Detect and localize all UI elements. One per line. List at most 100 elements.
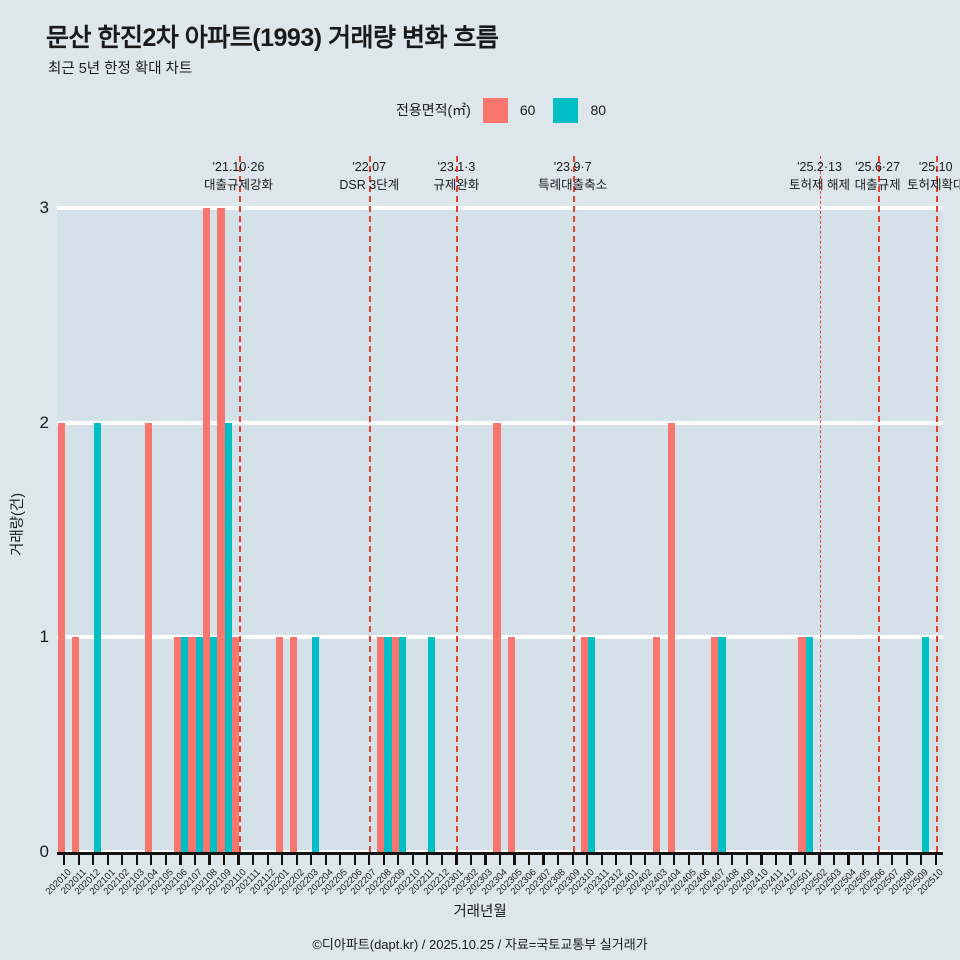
chart-title: 문산 한진2차 아파트(1993) 거래량 변화 흐름: [46, 24, 499, 52]
x-tick: [106, 852, 109, 865]
x-tick: [832, 852, 836, 865]
x-tick: [629, 852, 632, 865]
event-annotation: '25.10 토허제확대: [856, 158, 960, 194]
x-tick: [397, 852, 400, 865]
x-tick: [222, 852, 226, 865]
bar[interactable]: [290, 637, 298, 852]
x-tick: [281, 852, 284, 865]
x-tick: [77, 852, 80, 865]
bar[interactable]: [224, 422, 232, 852]
x-tick: [586, 852, 589, 865]
gridline: [57, 206, 943, 210]
x-tick: [208, 852, 211, 865]
bar[interactable]: [711, 637, 719, 852]
bar[interactable]: [173, 637, 182, 852]
x-tick: [469, 852, 473, 865]
bar[interactable]: [653, 637, 661, 852]
x-tick: [513, 852, 516, 865]
x-tick: [353, 852, 356, 865]
bar[interactable]: [181, 637, 189, 852]
x-tick: [498, 852, 502, 865]
bar[interactable]: [217, 208, 225, 852]
x-tick: [251, 852, 255, 865]
x-tick: [702, 852, 705, 865]
x-tick: [295, 852, 298, 865]
event-line: [238, 156, 241, 852]
bar[interactable]: [718, 637, 726, 852]
event-name-label: 토허제확대: [906, 178, 960, 193]
x-tick: [731, 852, 734, 865]
bar[interactable]: [921, 637, 929, 852]
event-date-label: '25.10: [918, 160, 953, 174]
x-tick: [803, 852, 807, 865]
bar[interactable]: [202, 208, 211, 852]
bar[interactable]: [377, 637, 385, 852]
x-tick: [411, 852, 414, 865]
chart-footer: ©디아파트(dapt.kr) / 2025.10.25 / 자료=국토교통부 실…: [312, 937, 648, 952]
y-tick-label: 3: [39, 198, 49, 217]
x-tick: [426, 852, 429, 865]
event-line: [935, 156, 938, 852]
x-tick: [876, 852, 879, 865]
x-tick: [121, 852, 124, 865]
legend: 전용면적(㎡) 60 80: [396, 96, 624, 124]
event-line: [572, 156, 575, 852]
bar[interactable]: [805, 637, 813, 852]
bar[interactable]: [391, 637, 399, 852]
x-tick: [847, 852, 850, 865]
bar[interactable]: [427, 637, 436, 852]
bar[interactable]: [231, 637, 240, 852]
bar[interactable]: [72, 637, 80, 852]
bar[interactable]: [188, 637, 196, 852]
plot-area: [57, 156, 943, 854]
x-tick: [266, 852, 269, 865]
x-tick: [644, 852, 647, 865]
y-tick-label: 0: [39, 842, 49, 861]
bar[interactable]: [493, 422, 501, 852]
bar[interactable]: [57, 422, 65, 852]
x-tick: [687, 852, 690, 865]
x-tick: [339, 852, 342, 865]
bar[interactable]: [580, 637, 588, 852]
x-tick: [905, 852, 908, 865]
x-tick: [862, 852, 865, 865]
x-tick: [179, 852, 182, 865]
legend-label-80: 80: [590, 102, 607, 118]
x-tick: [818, 852, 821, 865]
x-tick: [789, 852, 792, 865]
bar[interactable]: [311, 637, 319, 852]
x-tick: [571, 852, 574, 865]
x-tick: [63, 852, 66, 865]
bar[interactable]: [210, 637, 218, 852]
y-axis-title: 거래량(건): [10, 492, 26, 556]
chart-subtitle: 최근 5년 한정 확대 차트: [48, 61, 193, 77]
x-tick: [600, 852, 603, 865]
bar[interactable]: [144, 422, 152, 852]
bar[interactable]: [398, 637, 407, 852]
event-line: [369, 156, 372, 852]
bar[interactable]: [384, 637, 392, 852]
x-tick: [716, 852, 719, 865]
bar[interactable]: [195, 637, 203, 852]
x-tick: [382, 852, 385, 865]
bar[interactable]: [507, 637, 516, 852]
bar[interactable]: [93, 422, 102, 852]
bar[interactable]: [587, 637, 595, 852]
x-tick: [527, 852, 531, 865]
bar[interactable]: [275, 637, 283, 852]
bar[interactable]: [798, 637, 806, 852]
legend-swatch-80[interactable]: [553, 97, 579, 123]
x-tick: [484, 852, 487, 865]
event-line: [819, 156, 821, 852]
event-line: [456, 156, 459, 852]
legend-swatch-60[interactable]: [482, 97, 508, 123]
legend-title: 전용면적(㎡): [396, 102, 471, 118]
x-tick: [658, 852, 661, 865]
y-tick-label: 1: [39, 627, 49, 647]
bar[interactable]: [667, 422, 675, 852]
x-tick: [324, 852, 327, 865]
x-tick: [745, 852, 748, 865]
x-tick: [368, 852, 371, 865]
x-tick: [440, 852, 443, 865]
